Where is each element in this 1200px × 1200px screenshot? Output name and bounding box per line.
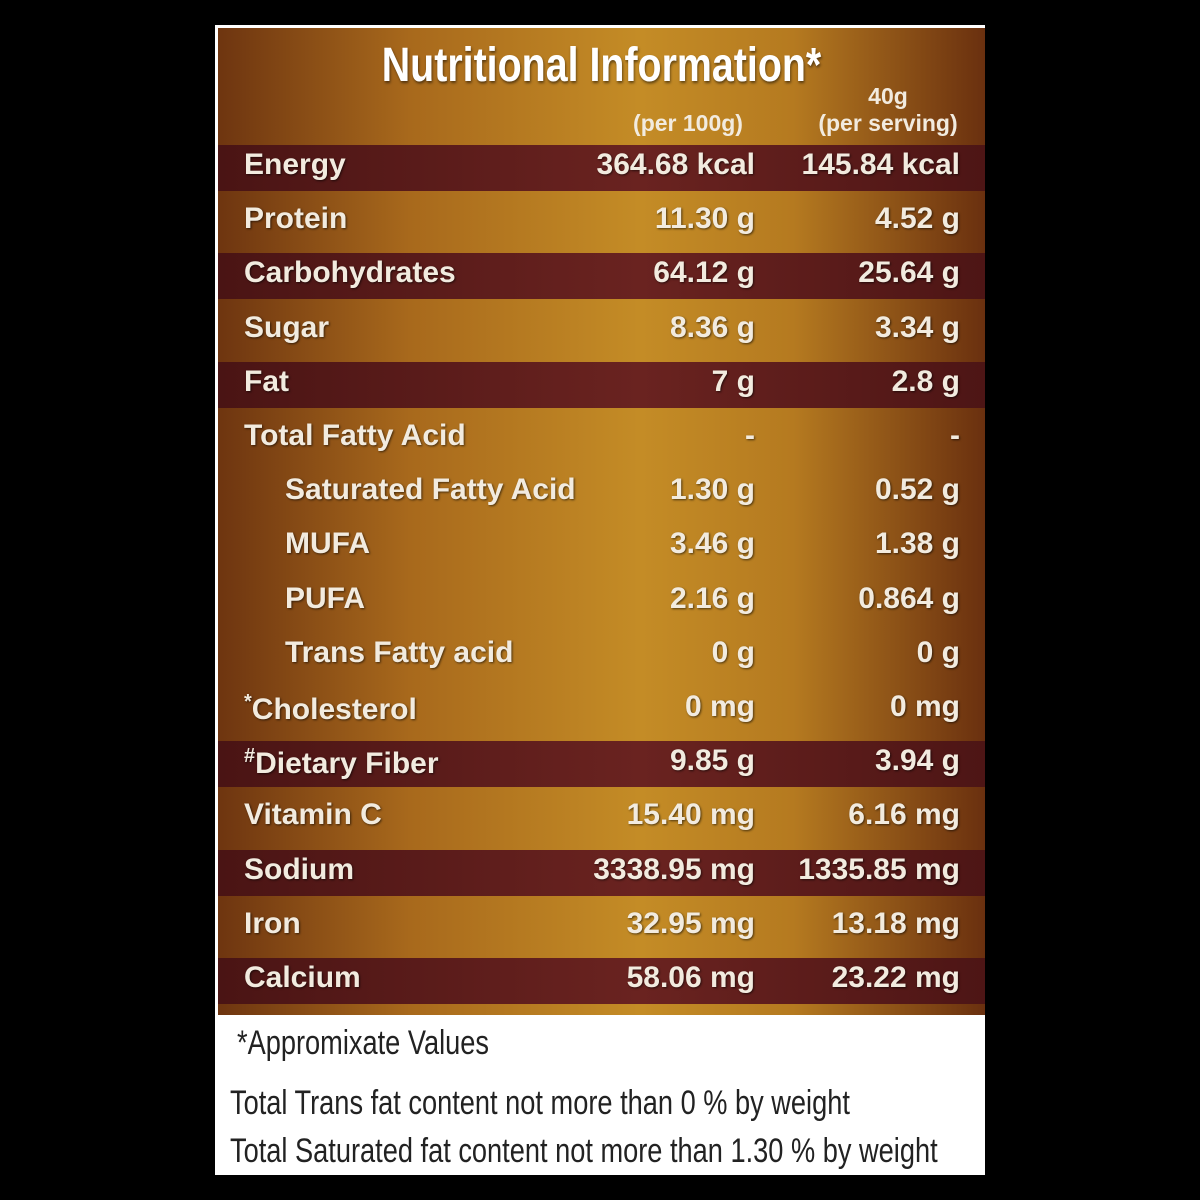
label-text: Dietary Fiber	[255, 747, 439, 781]
row-band	[218, 958, 985, 1004]
per-100g: 1.30 g	[669, 473, 755, 507]
per-100g: 15.40 mg	[626, 798, 755, 832]
per-100g: 364.68 kcal	[596, 148, 755, 181]
per-100g: 64.12 g	[653, 256, 755, 290]
row-band	[218, 849, 985, 896]
label-text: Total Fatty Acid	[244, 419, 466, 452]
row-label: #Dietary Fiber	[244, 746, 439, 779]
per-100g: 3338.95 mg	[593, 852, 755, 886]
label-text: Trans Fatty acid	[285, 635, 514, 669]
row-label: Trans Fatty acid	[285, 635, 514, 669]
row-label: Vitamin C	[244, 800, 382, 830]
per-100g: 3.46 g	[669, 527, 755, 561]
label-text: Saturated Fatty Acid	[285, 473, 576, 507]
per-100g: 58.06 mg	[626, 961, 755, 994]
label-text: Fat	[244, 364, 289, 398]
row-band	[218, 145, 985, 191]
per-100g: 0 g	[711, 635, 755, 669]
per-100g: 8.36 g	[669, 310, 755, 344]
footer-line: Total Trans fat content not more than 0 …	[230, 1084, 850, 1122]
row-label: Calcium	[244, 963, 361, 993]
per-100g: -	[745, 419, 755, 452]
footer-line: Total Saturated fat content not more tha…	[230, 1132, 938, 1170]
per-serving: 0 g	[916, 635, 960, 669]
footnote: *Appromixate Values	[237, 1024, 489, 1062]
per-serving: 23.22 mg	[831, 961, 960, 994]
label-text: Sodium	[244, 852, 354, 886]
per-100g: 0 mg	[684, 690, 755, 723]
per-serving: 145.84 kcal	[801, 148, 960, 181]
per-serving: -	[950, 419, 960, 452]
label-text: Iron	[244, 906, 301, 940]
per-100g: 2.16 g	[669, 581, 755, 615]
per-serving: 0 mg	[889, 690, 960, 723]
per-serving: 3.34 g	[874, 310, 960, 344]
label-text: Sugar	[244, 310, 330, 344]
label-text: PUFA	[285, 581, 366, 615]
per-serving: 6.16 mg	[848, 798, 960, 832]
per-100g: 32.95 mg	[626, 906, 755, 940]
per-serving: 1.38 g	[874, 527, 960, 561]
label-text: Energy	[244, 148, 346, 181]
marker: *	[244, 691, 252, 713]
marker: #	[244, 745, 256, 768]
row-band	[218, 741, 985, 788]
row-label: Carbohydrates	[244, 258, 456, 288]
serving-size: 40g	[868, 83, 908, 109]
label-text: MUFA	[285, 527, 370, 561]
per-serving: 4.52 g	[874, 202, 960, 236]
label-text: Protein	[244, 202, 348, 236]
per-serving: 1335.85 mg	[798, 852, 960, 886]
label-text: Calcium	[244, 961, 361, 994]
row-label: MUFA	[285, 529, 370, 559]
label-text: Carbohydrates	[244, 256, 456, 290]
row-label: Sugar	[244, 310, 330, 344]
row-band	[218, 253, 985, 300]
row-label: Fat	[244, 364, 289, 398]
row-label: Sodium	[244, 852, 354, 886]
row-label: PUFA	[285, 581, 366, 615]
per-serving: 0.864 g	[858, 581, 960, 615]
row-label: Saturated Fatty Acid	[285, 475, 576, 505]
row-label: Iron	[244, 906, 301, 940]
row-label: *Cholesterol	[244, 692, 417, 725]
per-serving: 25.64 g	[858, 256, 960, 290]
column-header: (per 100g)	[633, 110, 743, 136]
per-serving: 2.8 g	[891, 364, 960, 398]
per-serving: 13.18 mg	[831, 906, 960, 940]
label-text: Cholesterol	[251, 693, 417, 726]
row-band	[218, 361, 985, 408]
per-serving: 3.94 g	[874, 744, 960, 778]
row-label: Total Fatty Acid	[244, 421, 466, 451]
label-text: Vitamin C	[244, 798, 382, 832]
per-serving: 0.52 g	[874, 473, 960, 507]
nutrition-panel: Nutritional Information* (per 100g) 40g …	[218, 28, 985, 1015]
title: Nutritional Information*	[381, 39, 822, 92]
per-100g: 11.30 g	[654, 202, 755, 236]
per-100g: 9.85 g	[669, 744, 755, 778]
per-100g: 7 g	[711, 364, 755, 398]
row-label: Energy	[244, 150, 346, 180]
row-label: Protein	[244, 204, 347, 234]
column-header: (per serving)	[818, 110, 958, 136]
